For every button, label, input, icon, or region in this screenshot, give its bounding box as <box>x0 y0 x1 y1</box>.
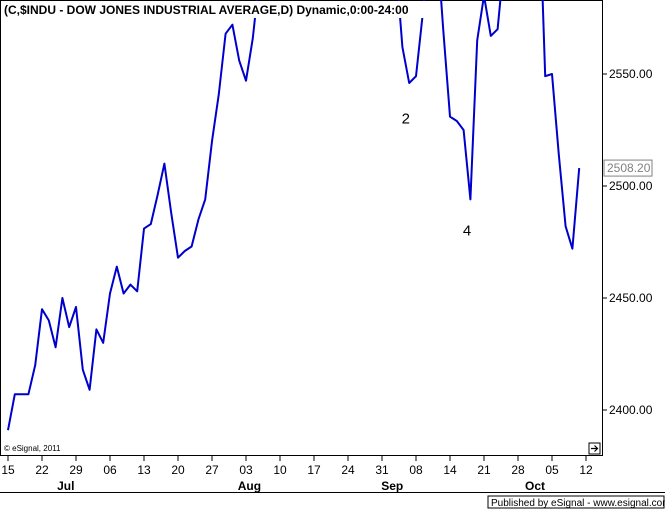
x-tick-label: 06 <box>103 463 117 477</box>
x-tick-label: 31 <box>375 463 389 477</box>
x-tick-label: 15 <box>1 463 15 477</box>
published-box <box>487 495 665 509</box>
price-series-line <box>7 0 581 431</box>
y-tick-label: 2450.00 <box>609 291 653 305</box>
month-label: Sep <box>381 479 403 493</box>
y-tick-label: 2550.00 <box>609 67 653 81</box>
title-background <box>1 1 431 18</box>
last-value-marker: 2508.20 <box>603 159 653 177</box>
month-label: Jul <box>57 479 74 493</box>
x-tick-label: 08 <box>409 463 423 477</box>
x-tick-label: 27 <box>205 463 219 477</box>
wave-label: 4 <box>463 222 471 239</box>
copyright-label: © eSignal, 2011 <box>4 444 61 453</box>
plot-frame <box>0 0 603 456</box>
x-tick-label: 03 <box>239 463 253 477</box>
last-value-label: 2508.20 <box>607 161 651 175</box>
x-tick-label: 24 <box>341 463 355 477</box>
x-tick-label: 22 <box>35 463 49 477</box>
y-tick-label: 2400.00 <box>609 403 653 417</box>
x-tick-label: 20 <box>171 463 185 477</box>
x-axis: 15 22 29 06 13 20 27 03 10 17 24 31 08 14 21 28 05 12 <box>1 456 593 477</box>
published-label: Published by eSignal - www.esignal.com <box>491 498 665 509</box>
x-tick-label: 05 <box>545 463 559 477</box>
month-label: Oct <box>525 479 545 493</box>
last-value-box <box>603 159 653 177</box>
month-labels: Jul Aug Sep Oct <box>57 479 545 493</box>
month-label: Aug <box>238 479 261 493</box>
x-tick-label: 12 <box>579 463 593 477</box>
x-tick-label: 14 <box>443 463 457 477</box>
x-tick-label: 13 <box>137 463 151 477</box>
wave-annotations: 12345 <box>402 110 472 239</box>
x-tick-label: 17 <box>307 463 321 477</box>
x-tick-label: 29 <box>69 463 83 477</box>
chart-title: (C,$INDU - DOW JONES INDUSTRIAL AVERAGE,… <box>4 3 409 17</box>
x-tick-label: 28 <box>511 463 525 477</box>
y-axis: 2400.002450.002500.002550.002600.002650.… <box>602 67 653 417</box>
x-tick-label: 10 <box>273 463 287 477</box>
x-tick-label: 21 <box>477 463 491 477</box>
wave-label: 2 <box>402 110 410 127</box>
y-tick-label: 2500.00 <box>609 179 653 193</box>
scroll-right-icon[interactable] <box>588 442 601 455</box>
